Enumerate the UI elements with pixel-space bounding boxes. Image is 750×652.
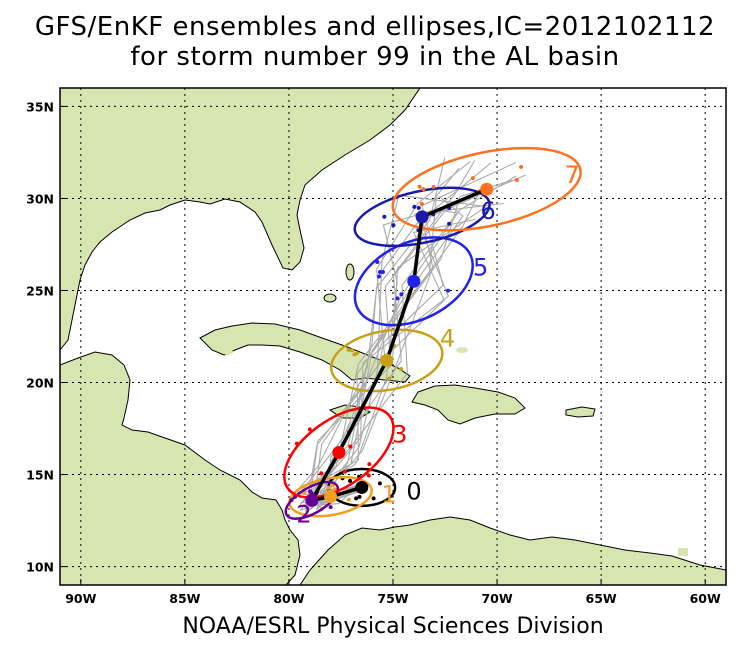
mean-position-dot-day-7 [480,182,494,196]
turks-land [456,347,468,353]
day-label-1: 1 [381,481,396,509]
credit-line: NOAA/ESRL Physical Sciences Division [182,614,604,639]
ensemble-position-dot [352,352,357,357]
ensemble-position-dot [417,184,422,189]
forecast-ellipse-day-6 [353,186,491,248]
mean-position-dot-day-4 [380,353,394,367]
north-america-land [60,88,421,351]
ensemble-position-dot [421,187,426,192]
ensemble-position-dot [289,498,294,503]
ensemble-position-dot [348,444,353,449]
day-label-5: 5 [473,253,488,281]
ensemble-position-dot [366,473,371,478]
ensemble-position-dot [514,177,519,182]
day-label-2: 2 [296,500,311,528]
ensemble-position-dot [354,496,359,501]
small-island [678,548,688,556]
ensemble-position-dot [412,204,417,209]
ensemble-position-dot [382,214,387,219]
ensemble-position-dot [377,481,382,486]
ensemble-position-dot [343,469,348,474]
bahamas-land [323,293,337,303]
forecast-ellipse-day-4 [329,328,444,393]
lon-tick-label: 65W [586,591,617,606]
ensemble-position-dot [349,348,354,353]
ensemble-position-dot [391,223,396,228]
ensemble-position-dot [328,505,333,510]
ensemble-position-dot [380,270,385,275]
ensemble-position-dot [377,269,382,274]
lon-tick-label: 70W [481,591,512,606]
puerto-rico-land [565,406,596,418]
lon-tick-label: 60W [690,591,721,606]
ensemble-position-dot [346,497,351,502]
mean-position-dot-day-2 [305,493,319,507]
ensemble-position-dot [332,487,337,492]
ensemble-position-dot [519,164,524,169]
ensemble-position-dot [348,478,353,483]
ensemble-position-dot [308,489,313,494]
lat-tick-label: 20N [26,376,54,391]
day-label-7: 7 [565,161,580,189]
yucatan-central-america-land [60,351,301,585]
ensemble-position-dot [386,376,391,381]
title-line-2: for storm number 99 in the AL basin [130,42,620,72]
ensemble-position-dot [371,496,376,501]
lon-tick-label: 90W [65,591,96,606]
ensemble-position-dot [346,347,351,352]
lat-tick-label: 35N [26,99,54,114]
cayman-land [223,349,233,355]
forecast-ellipses [283,146,582,520]
ensemble-position-dot [294,441,299,446]
ensemble-position-dot [326,485,331,490]
ensemble-position-dot [399,366,404,371]
day-label-6: 6 [480,197,495,225]
forecast-ellipse-day-3 [283,406,395,499]
lon-tick-label: 85W [169,591,200,606]
forecast-ellipse-day-7 [391,146,582,232]
day-label-0: 0 [406,477,421,505]
ensemble-position-dot [431,184,436,189]
ensemble-position-dot [367,462,372,467]
ensemble-position-dot [395,296,400,301]
lon-tick-label: 75W [377,591,408,606]
lat-tick-label: 30N [26,191,54,206]
south-america-land [299,516,726,585]
lat-tick-label: 15N [26,468,54,483]
mean-track [305,182,494,507]
ensemble-position-dot [399,292,404,297]
lat-tick-label: 25N [26,283,54,298]
bahamas-land-2 [345,263,355,281]
mean-position-dot-day-6 [415,210,429,224]
ensemble-position-dot [377,274,382,279]
ensemble-position-dot [470,176,475,181]
mean-position-dot-day-0 [355,480,369,494]
forecast-ellipse-day-2 [284,480,340,520]
ensemble-position-dot [319,471,324,476]
lon-tick-label: 80W [273,591,304,606]
day-label-4: 4 [440,324,455,352]
ensemble-position-dot [375,260,380,265]
ensemble-position-dot [416,205,421,210]
ensemble-position-dot [445,288,450,293]
ensemble-position-dot [357,494,362,499]
mean-position-dot-day-1 [324,490,338,504]
ensemble-position-dot [447,221,452,226]
title-line-1: GFS/EnKF ensembles and ellipses,IC=20121… [34,12,716,42]
lat-tick-label: 10N [26,560,54,575]
mean-position-dot-day-5 [407,274,421,288]
day-label-3: 3 [392,420,407,448]
ensemble-position-dot [307,427,312,432]
mean-position-dot-day-3 [332,445,346,459]
ensemble-position-dot [419,201,424,206]
